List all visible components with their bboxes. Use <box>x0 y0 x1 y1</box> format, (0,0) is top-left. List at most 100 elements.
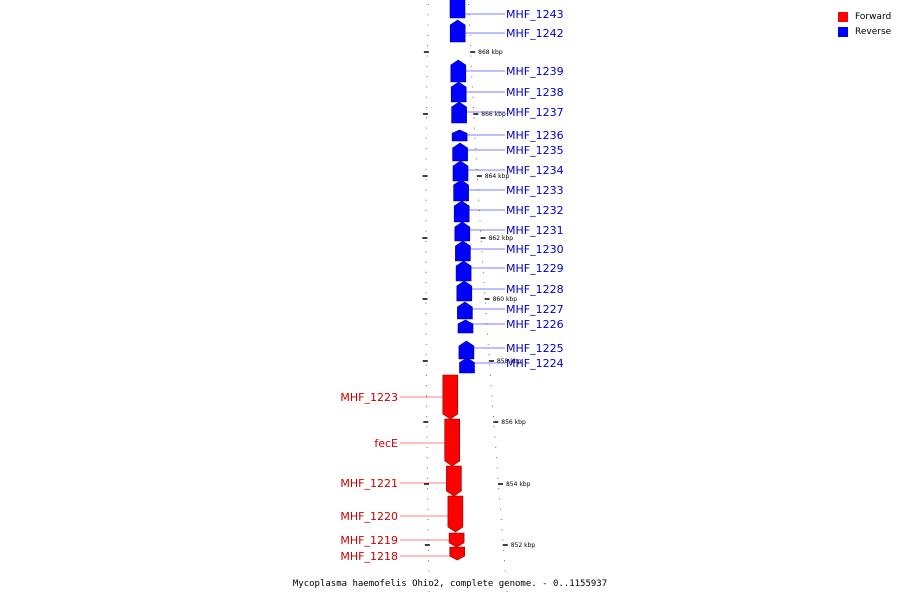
gene-MHF_1220-feature[interactable] <box>447 495 464 533</box>
gene-MHF_1226-feature[interactable] <box>457 319 474 334</box>
gene-label-MHF_1223[interactable]: MHF_1223 <box>340 391 398 404</box>
tick-label: 854 kbp <box>506 481 531 488</box>
gene-MHF_1236-feature[interactable] <box>451 129 468 142</box>
gene-MHF_1231-feature[interactable] <box>454 221 471 242</box>
gene-label-MHF_1243[interactable]: MHF_1243 <box>506 8 564 21</box>
gene-MHF_1218-feature[interactable] <box>449 546 466 561</box>
scale-dot <box>490 385 492 387</box>
gene-label-MHF_1237[interactable]: MHF_1237 <box>506 106 564 119</box>
gene-MHF_1232-feature[interactable] <box>453 200 470 223</box>
scale-dot <box>427 508 429 510</box>
scale-dot <box>478 199 480 201</box>
scale-dot <box>425 168 427 170</box>
gene-MHF_1233-feature[interactable] <box>453 179 469 202</box>
scale-dot <box>498 488 500 490</box>
gene-label-MHF_1227[interactable]: MHF_1227 <box>506 303 564 316</box>
gene-label-MHF_1239[interactable]: MHF_1239 <box>506 65 564 78</box>
scale-dot <box>425 302 427 304</box>
scale-dot <box>504 570 506 572</box>
scale-dot <box>425 127 427 129</box>
gene-label-MHF_1233[interactable]: MHF_1233 <box>506 184 564 197</box>
gene-label-MHF_1238[interactable]: MHF_1238 <box>506 86 564 99</box>
gene-label-MHF_1236[interactable]: MHF_1236 <box>506 129 564 142</box>
scale-dot <box>479 220 481 222</box>
gene-label-MHF_1231[interactable]: MHF_1231 <box>506 224 564 237</box>
scale-dot <box>470 55 472 57</box>
scale-dot <box>505 580 507 582</box>
gene-MHF_1235-feature[interactable] <box>452 142 468 162</box>
scale-dot <box>427 45 428 47</box>
tick-label: 852 kbp <box>511 542 536 549</box>
scale-dot <box>480 230 482 232</box>
gene-MHF_1224-feature[interactable] <box>459 357 475 374</box>
gene-MHF_1223-feature[interactable] <box>442 374 459 420</box>
gene-MHF_1239-feature[interactable] <box>450 59 467 83</box>
scale-dot <box>425 271 427 273</box>
gene-MHF_1229-feature[interactable] <box>455 260 472 282</box>
scale-dot <box>425 210 427 211</box>
legend-label-forward: Forward <box>855 11 892 22</box>
scale-dot <box>468 4 470 5</box>
gene-MHF_1243-feature[interactable] <box>449 0 466 19</box>
scale-dot <box>425 240 427 242</box>
scale-dot <box>503 549 505 551</box>
gene-fecE-feature[interactable] <box>444 418 461 467</box>
gene-label-MHF_1224[interactable]: MHF_1224 <box>506 357 564 370</box>
scale-dot <box>425 137 427 139</box>
scale-dot <box>501 529 503 531</box>
gene-labels: MHF_1243 MHF_1242 MHF_1239 MHF_1238 MHF_1237… <box>340 8 563 563</box>
scale-dot <box>476 168 478 170</box>
scale-dot <box>425 148 427 150</box>
scale-dot <box>425 313 427 314</box>
gene-label-MHF_1232[interactable]: MHF_1232 <box>506 204 564 217</box>
scale-ticks: 868 kbp 866 kbp 864 kbp 862 kbp 860 kbp 858 k… <box>422 49 535 549</box>
gene-MHF_1237-feature[interactable] <box>451 101 467 124</box>
scale-dot <box>425 292 427 294</box>
scale-dot <box>426 446 428 448</box>
scale-dot <box>504 560 505 562</box>
gene-MHF_1234-feature[interactable] <box>452 160 469 182</box>
gene-MHF_1221-feature[interactable] <box>446 465 462 497</box>
scale-dot <box>493 426 495 428</box>
scale-dot <box>473 117 475 119</box>
scale-dot <box>427 14 429 16</box>
gene-label-fecE[interactable]: fecE <box>374 437 398 450</box>
gene-MHF_1219-feature[interactable] <box>448 532 465 548</box>
gene-label-MHF_1229[interactable]: MHF_1229 <box>506 262 564 275</box>
gene-label-MHF_1219[interactable]: MHF_1219 <box>340 534 398 547</box>
scale-dot <box>472 96 474 98</box>
scale-dot <box>425 323 427 325</box>
gene-label-MHF_1221[interactable]: MHF_1221 <box>340 477 398 490</box>
gene-label-MHF_1226[interactable]: MHF_1226 <box>506 318 564 331</box>
gene-label-MHF_1242[interactable]: MHF_1242 <box>506 27 564 40</box>
gene-MHF_1238-feature[interactable] <box>450 81 467 103</box>
scale-dot <box>496 467 498 469</box>
scale-dot <box>474 137 476 139</box>
gene-label-MHF_1234[interactable]: MHF_1234 <box>506 164 564 177</box>
gene-label-MHF_1220[interactable]: MHF_1220 <box>340 510 398 523</box>
scale-dot <box>426 405 428 407</box>
scale-dot <box>477 179 478 181</box>
scale-dot <box>428 591 430 593</box>
scale-dot <box>485 313 487 314</box>
scale-dot <box>426 385 427 387</box>
scale-dot <box>495 457 497 459</box>
scale-dot <box>427 34 429 36</box>
gene-label-MHF_1218[interactable]: MHF_1218 <box>340 550 398 563</box>
scale-dot <box>470 65 472 67</box>
gene-MHF_1228-feature[interactable] <box>456 280 473 302</box>
scale-dot <box>499 498 501 500</box>
scale-dot <box>475 158 477 160</box>
gene-MHF_1227-feature[interactable] <box>457 301 473 320</box>
gene-MHF_1230-feature[interactable] <box>455 240 471 262</box>
gene-MHF_1225-feature[interactable] <box>458 340 475 360</box>
gene-label-MHF_1225[interactable]: MHF_1225 <box>506 342 564 355</box>
scale-dot <box>426 86 428 88</box>
gene-MHF_1242-feature[interactable] <box>449 19 466 43</box>
gene-label-MHF_1230[interactable]: MHF_1230 <box>506 243 564 256</box>
gene-label-MHF_1235[interactable]: MHF_1235 <box>506 144 564 157</box>
scale-dot <box>425 158 427 160</box>
scale-dot <box>426 416 428 417</box>
gene-label-MHF_1228[interactable]: MHF_1228 <box>506 283 564 296</box>
scale-dot <box>425 333 427 335</box>
